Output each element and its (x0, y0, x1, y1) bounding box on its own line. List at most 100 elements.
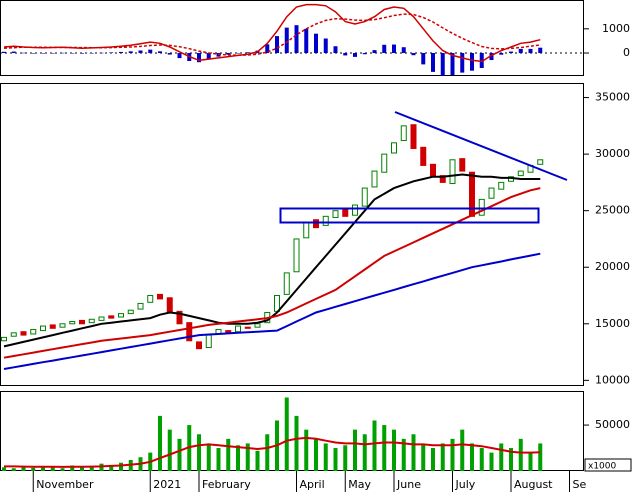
candle (205, 334, 212, 349)
volume-bar (411, 434, 416, 471)
histogram-bar (60, 52, 65, 54)
x-tick-label: November (36, 478, 94, 491)
volume-bar (70, 465, 75, 471)
volume-bar (245, 443, 250, 471)
histogram-bar (314, 33, 318, 54)
candle (254, 323, 261, 328)
volume-bar (265, 434, 270, 471)
volume-bar (333, 448, 338, 471)
volume-panel (0, 391, 584, 471)
series-line (4, 436, 541, 468)
histogram-bar (206, 53, 211, 60)
histogram-bar (421, 53, 426, 65)
volume-bar (382, 425, 387, 471)
candle (361, 187, 368, 207)
volume-bar (41, 466, 45, 471)
volume-bar (314, 438, 318, 471)
histogram-bar (528, 48, 533, 54)
volume-bar (392, 429, 396, 471)
candle (410, 124, 417, 149)
histogram-bar (236, 53, 240, 54)
candle (186, 322, 193, 342)
histogram-bar (323, 38, 328, 54)
histogram-bar (80, 53, 84, 54)
histogram-bar (284, 27, 289, 54)
y-tick-label: 35000 (595, 91, 630, 104)
candle (400, 125, 407, 142)
candle (449, 159, 456, 185)
candle (459, 158, 466, 172)
histogram-bar (41, 53, 45, 54)
y-tick-label: 50000 (595, 418, 630, 431)
candle (283, 272, 290, 295)
histogram-bar (353, 53, 357, 57)
volume-bar (167, 429, 172, 471)
histogram-bar (148, 49, 153, 54)
volume-bar (80, 467, 84, 471)
volume-bar (450, 438, 455, 471)
candle (196, 341, 202, 350)
volume-bar (509, 448, 513, 471)
candle (293, 238, 300, 273)
histogram-bar (167, 53, 172, 55)
volume-bar (21, 466, 26, 471)
candle (430, 163, 436, 178)
x-tick-label: July (455, 478, 476, 491)
volume-bar (470, 443, 474, 471)
series-line (3, 13, 541, 56)
histogram-bar (450, 53, 455, 76)
volume-bar (50, 466, 55, 471)
series-line (3, 3, 541, 63)
histogram-bar (382, 44, 387, 54)
histogram-bar (50, 53, 55, 54)
volume-bar (255, 450, 260, 471)
histogram-bar (31, 53, 36, 54)
histogram-bar (411, 53, 416, 56)
volume-bar (216, 448, 221, 471)
candle (488, 187, 495, 199)
plot-layer: 0 1000 10000 15000 20000 25000 30000 35000 50000… (0, 3, 632, 492)
volume-bar (109, 465, 114, 471)
histogram-bar (128, 51, 133, 54)
macd-panel (0, 0, 584, 76)
unit-label: x1000 (588, 462, 617, 472)
histogram-bar (158, 51, 162, 54)
candle (30, 328, 37, 335)
candle (420, 146, 427, 166)
volume-bar (177, 438, 182, 471)
volume-bar (89, 465, 94, 471)
x-tick-label: February (202, 478, 251, 491)
y-tick-label: 30000 (595, 147, 630, 160)
trend-line (394, 111, 568, 181)
histogram-bar (119, 51, 123, 54)
candle (157, 293, 163, 300)
volume-bar (362, 434, 367, 471)
x-tick-label: Se (573, 478, 587, 491)
candle (391, 142, 397, 154)
candle (478, 198, 485, 216)
candle (313, 219, 319, 229)
histogram-bar (99, 52, 104, 54)
candle (537, 159, 544, 165)
candle (127, 309, 134, 315)
candle (381, 153, 388, 173)
y-tick-label: 10000 (595, 373, 630, 386)
candle (371, 170, 378, 188)
x-tick-label: August (514, 478, 553, 491)
volume-bar (323, 443, 328, 471)
price-panel (0, 83, 584, 386)
histogram-bar (343, 53, 348, 56)
candle (342, 209, 349, 217)
histogram-bar (401, 47, 406, 54)
volume-bar (440, 443, 445, 471)
volume-bar (479, 448, 484, 471)
y-tick-label: 25000 (595, 204, 630, 217)
histogram-bar (109, 52, 114, 54)
candle (235, 325, 241, 333)
volume-bar (421, 443, 426, 471)
candle (303, 221, 310, 239)
volume-bar (499, 443, 504, 471)
volume-bar (401, 438, 406, 471)
volume-bar (460, 429, 465, 471)
